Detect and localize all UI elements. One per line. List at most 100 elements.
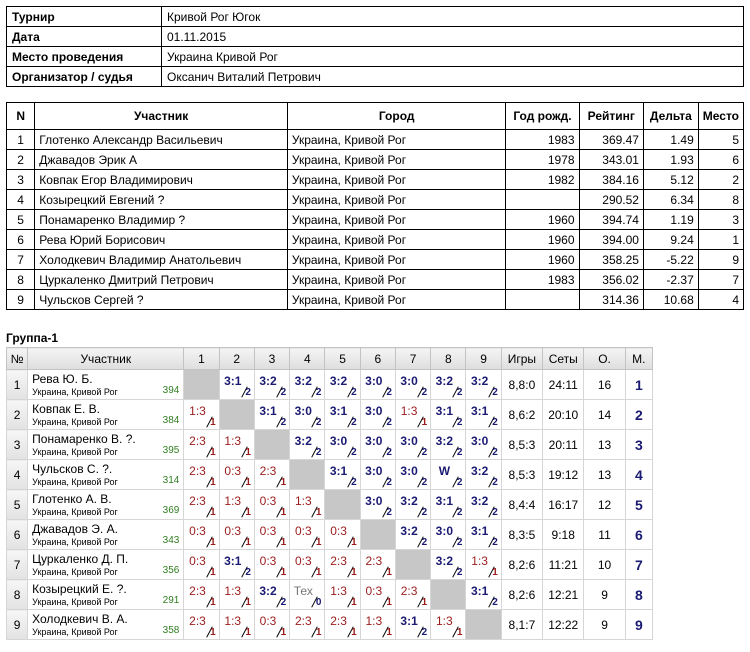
match-result-cell[interactable]: 3:2 2 xyxy=(430,549,467,580)
participant-year: 1983 xyxy=(505,129,580,150)
match-result-cell[interactable]: 0:3 1 xyxy=(183,519,220,550)
match-result-cell[interactable]: 2:3 1 xyxy=(394,579,432,610)
match-result-cell[interactable]: 3:2 2 xyxy=(394,489,432,520)
group-player-name[interactable]: Джавадов Э. А. xyxy=(32,521,118,536)
match-result-cell[interactable]: 2:3 1 xyxy=(324,549,361,580)
match-result-cell[interactable]: 3:2 2 xyxy=(465,369,502,400)
match-result-cell[interactable]: 2:3 1 xyxy=(183,429,220,460)
match-result-cell[interactable]: 1:3 1 xyxy=(324,579,361,610)
match-result-cell[interactable]: 0:3 1 xyxy=(289,519,326,550)
match-result-cell[interactable]: 3:2 2 xyxy=(289,429,326,460)
match-result-cell[interactable]: 2:3 1 xyxy=(183,459,220,490)
match-result-cell[interactable]: 3:0 2 xyxy=(359,489,396,520)
match-result-cell[interactable]: 3:1 2 xyxy=(465,579,502,610)
group-player-name[interactable]: Рева Ю. Б. xyxy=(32,371,93,386)
match-result-cell[interactable]: 1:3 1 xyxy=(430,609,467,640)
match-result-cell[interactable]: 3:1 2 xyxy=(218,549,255,580)
match-result-cell[interactable]: 3:1 2 xyxy=(394,609,432,640)
match-result-cell[interactable]: 3:2 2 xyxy=(253,579,291,610)
match-result-cell[interactable]: 0:3 1 xyxy=(218,459,255,490)
match-result-cell[interactable]: 3:1 2 xyxy=(430,399,467,430)
match-result-cell[interactable]: 3:2 2 xyxy=(465,459,502,490)
participant-delta: 6.34 xyxy=(642,189,699,210)
match-result-cell[interactable]: 0:3 1 xyxy=(253,549,291,580)
match-result-cell[interactable]: 2:3 1 xyxy=(359,549,396,580)
match-result-cell[interactable]: Тех 0 xyxy=(289,579,326,610)
match-result-cell[interactable]: 3:0 2 xyxy=(289,399,326,430)
info-value: Кривой Рог Югок xyxy=(161,6,744,27)
match-points: 1 xyxy=(280,627,287,638)
self-cell xyxy=(394,549,432,580)
match-points: 2 xyxy=(280,597,287,608)
group-player-name[interactable]: Ковпак Е. В. xyxy=(32,401,100,416)
group-player-name[interactable]: Холодкевич В. А. xyxy=(32,611,128,626)
match-result-cell[interactable]: 3:1 2 xyxy=(430,489,467,520)
match-result-cell[interactable]: 2:3 1 xyxy=(183,609,220,640)
match-result-cell[interactable]: 0:3 1 xyxy=(218,519,255,550)
match-result-cell[interactable]: 2:3 1 xyxy=(324,609,361,640)
match-result-cell[interactable]: 3:0 2 xyxy=(394,369,432,400)
match-result-cell[interactable]: 0:3 1 xyxy=(253,519,291,550)
participant-row: 8 Цуркаленко Дмитрий Петрович Украина, Кри… xyxy=(5,269,745,290)
group-row: 1 Рева Ю. Б. Украина, Кривой Рог 394 3:1 2 3:2… xyxy=(5,369,654,400)
match-result-cell[interactable]: 3:2 2 xyxy=(394,519,432,550)
match-result-cell[interactable]: 3:0 2 xyxy=(430,519,467,550)
match-result-cell[interactable]: 2:3 1 xyxy=(183,579,220,610)
match-result-cell[interactable]: 3:0 2 xyxy=(465,429,502,460)
match-result-cell[interactable]: 1:3 1 xyxy=(359,609,396,640)
match-result-cell[interactable]: 3:2 2 xyxy=(465,489,502,520)
group-player-name[interactable]: Глотенко А. В. xyxy=(32,491,112,506)
group-player-name[interactable]: Чульсков С. ?. xyxy=(32,461,113,476)
match-result-cell[interactable]: 3:1 2 xyxy=(324,459,361,490)
match-result-cell[interactable]: 1:3 1 xyxy=(394,399,432,430)
match-result-cell[interactable]: 3:1 2 xyxy=(324,399,361,430)
match-score: 1:3 xyxy=(400,404,418,418)
match-result-cell[interactable]: 3:2 2 xyxy=(430,369,467,400)
match-points: 1 xyxy=(351,537,357,548)
match-result-cell[interactable]: 0:3 1 xyxy=(289,549,326,580)
match-result-cell[interactable]: 3:1 2 xyxy=(465,519,502,550)
match-result-cell[interactable]: 0:3 1 xyxy=(253,489,291,520)
info-label: Организатор / судья xyxy=(6,66,162,87)
match-result-cell[interactable]: 1:3 1 xyxy=(289,489,326,520)
match-result-cell[interactable]: 3:0 2 xyxy=(359,369,396,400)
match-result-cell[interactable]: 1:3 1 xyxy=(218,489,255,520)
match-result-cell[interactable]: 3:2 2 xyxy=(289,369,326,400)
match-result-cell[interactable]: 0:3 1 xyxy=(324,519,361,550)
match-result-cell[interactable]: 3:0 2 xyxy=(394,459,432,490)
match-score: 3:2 xyxy=(400,494,418,508)
match-result-cell[interactable]: 0:3 1 xyxy=(183,549,220,580)
match-result-cell[interactable]: 1:3 1 xyxy=(218,429,255,460)
match-result-cell[interactable]: 3:1 2 xyxy=(218,369,255,400)
group-sets: 11:21 xyxy=(542,549,585,580)
match-result-cell[interactable]: 1:3 1 xyxy=(183,399,220,430)
match-result-cell[interactable]: 1:3 1 xyxy=(218,579,255,610)
match-result-cell[interactable]: 3:1 2 xyxy=(253,399,291,430)
match-result-cell[interactable]: 3:0 2 xyxy=(394,429,432,460)
participant-name: Понамаренко Владимир ? xyxy=(34,209,288,230)
match-result-cell[interactable]: 3:1 2 xyxy=(465,399,502,430)
match-result-cell[interactable]: 3:0 2 xyxy=(324,429,361,460)
match-result-cell[interactable]: 1:3 1 xyxy=(218,609,255,640)
match-result-cell[interactable]: 3:0 2 xyxy=(359,429,396,460)
participant-name: Козырецкий Евгений ? xyxy=(34,189,288,210)
match-result-cell[interactable]: 0:3 1 xyxy=(359,579,396,610)
match-result-cell[interactable]: 2:3 1 xyxy=(289,609,326,640)
match-score: 3:1 xyxy=(329,404,348,418)
match-result-cell[interactable]: 3:2 2 xyxy=(253,369,291,400)
match-result-cell[interactable]: 3:2 2 xyxy=(324,369,361,400)
match-result-cell[interactable]: 3:0 2 xyxy=(359,399,396,430)
participant-row: 3 Ковпак Егор Владимирович Украина, Кривой… xyxy=(5,169,745,190)
match-result-cell[interactable]: 2:3 1 xyxy=(253,459,291,490)
match-result-cell[interactable]: 3:2 2 xyxy=(430,429,467,460)
group-player-name[interactable]: Понамаренко В. ?. xyxy=(32,431,136,446)
participant-delta: 1.49 xyxy=(642,129,699,150)
group-player-name[interactable]: Цуркаленко Д. П. xyxy=(32,551,129,566)
match-result-cell[interactable]: 0:3 1 xyxy=(253,609,291,640)
group-player-rating: 358 xyxy=(162,625,180,636)
match-result-cell[interactable]: 1:3 1 xyxy=(465,549,502,580)
group-player-name[interactable]: Козырецкий Е. ?. xyxy=(32,581,127,596)
match-result-cell[interactable]: 3:0 2 xyxy=(359,459,396,490)
match-result-cell[interactable]: 2:3 1 xyxy=(183,489,220,520)
